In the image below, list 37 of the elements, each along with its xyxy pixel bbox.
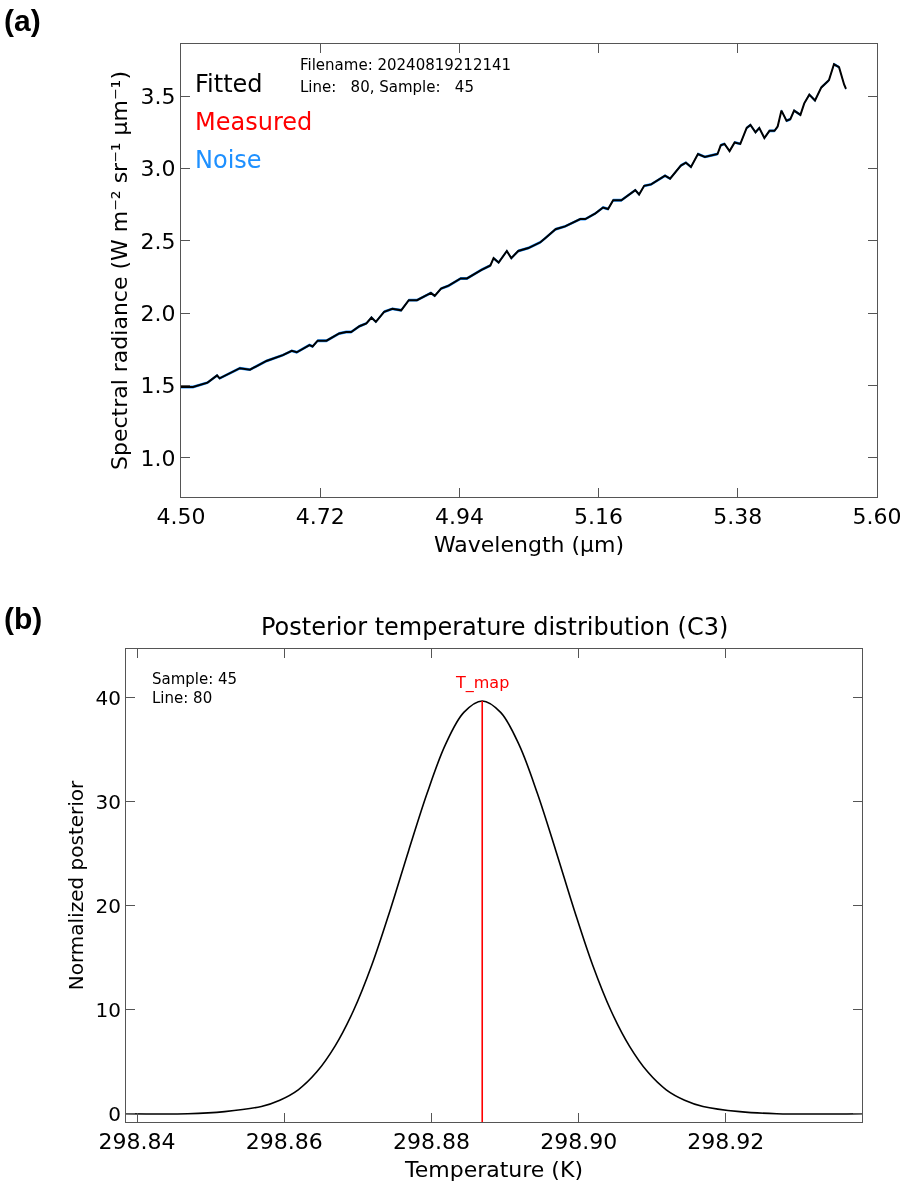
y-tick-label: 3.0 bbox=[140, 156, 176, 182]
x-tick-label: 4.72 bbox=[295, 504, 345, 530]
y-tick-label: 40 bbox=[95, 685, 121, 710]
y-tick-label: 20 bbox=[95, 893, 121, 918]
y-tick-label: 30 bbox=[95, 789, 121, 814]
x-axis-title: Temperature (K) bbox=[404, 1157, 583, 1183]
x-tick-label: 298.92 bbox=[687, 1129, 765, 1155]
chart-title: Posterior temperature distribution (C3) bbox=[261, 613, 729, 641]
x-tick-label: 298.88 bbox=[392, 1129, 470, 1155]
x-tick-label: 4.50 bbox=[156, 504, 206, 530]
annotation: Filename: 20240819212141 bbox=[300, 56, 512, 74]
y-tick-label: 10 bbox=[95, 997, 121, 1022]
x-tick-label: 4.94 bbox=[434, 504, 484, 530]
annotation: Line: 80 bbox=[152, 689, 213, 707]
y-axis-title: Normalized posterior bbox=[64, 779, 89, 991]
x-tick-label: 5.38 bbox=[713, 504, 763, 530]
ref-line-label: T_map bbox=[455, 673, 510, 693]
x-tick-label: 298.84 bbox=[98, 1129, 176, 1155]
legend-label: Noise bbox=[195, 146, 262, 174]
annotation: Sample: 45 bbox=[152, 670, 238, 688]
x-tick-label: 298.90 bbox=[540, 1129, 618, 1155]
text: (a) bbox=[4, 4, 41, 37]
text: (b) bbox=[4, 602, 43, 635]
x-axis-title: Wavelength (μm) bbox=[433, 532, 625, 558]
x-tick-label: 5.60 bbox=[852, 504, 902, 530]
annotation: Line: 80, Sample: 45 bbox=[300, 78, 474, 96]
y-tick-label: 3.5 bbox=[140, 83, 176, 109]
y-tick-label: 0 bbox=[108, 1101, 121, 1126]
y-tick-label: 1.0 bbox=[140, 445, 176, 471]
y-tick-label: 2.5 bbox=[140, 228, 176, 254]
x-tick-label: 298.86 bbox=[245, 1129, 323, 1155]
legend-label: Measured bbox=[195, 108, 313, 136]
text: Fitted bbox=[195, 70, 263, 98]
x-tick-label: 5.16 bbox=[574, 504, 624, 530]
y-axis-title: Spectral radiance (W m⁻² sr⁻¹ μm⁻¹) bbox=[107, 70, 133, 471]
y-tick-label: 2.0 bbox=[140, 300, 176, 326]
y-tick-label: 1.5 bbox=[140, 373, 176, 399]
